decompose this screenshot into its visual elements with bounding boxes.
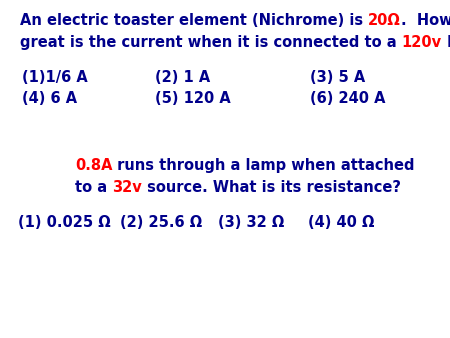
Text: An electric toaster element (Nichrome) is: An electric toaster element (Nichrome) i… <box>20 13 368 28</box>
Text: (1) 0.025 Ω: (1) 0.025 Ω <box>18 215 111 230</box>
Text: runs through a lamp when attached: runs through a lamp when attached <box>112 158 415 173</box>
Text: 32v: 32v <box>112 180 142 195</box>
Text: to a: to a <box>75 180 112 195</box>
Text: .  How: . How <box>401 13 450 28</box>
Text: (3) 32 Ω: (3) 32 Ω <box>218 215 284 230</box>
Text: (1)1/6 A: (1)1/6 A <box>22 70 88 85</box>
Text: (2) 25.6 Ω: (2) 25.6 Ω <box>120 215 202 230</box>
Text: (5) 120 A: (5) 120 A <box>155 91 231 106</box>
Text: (2) 1 A: (2) 1 A <box>155 70 210 85</box>
Text: 20Ω: 20Ω <box>368 13 401 28</box>
Text: 0.8A: 0.8A <box>75 158 112 173</box>
Text: (4) 6 A: (4) 6 A <box>22 91 77 106</box>
Text: (3) 5 A: (3) 5 A <box>310 70 365 85</box>
Text: 120v: 120v <box>402 35 442 50</box>
Text: line?: line? <box>442 35 450 50</box>
Text: source. What is its resistance?: source. What is its resistance? <box>142 180 401 195</box>
Text: great is the current when it is connected to a: great is the current when it is connecte… <box>20 35 402 50</box>
Text: (4) 40 Ω: (4) 40 Ω <box>308 215 374 230</box>
Text: (6) 240 A: (6) 240 A <box>310 91 386 106</box>
